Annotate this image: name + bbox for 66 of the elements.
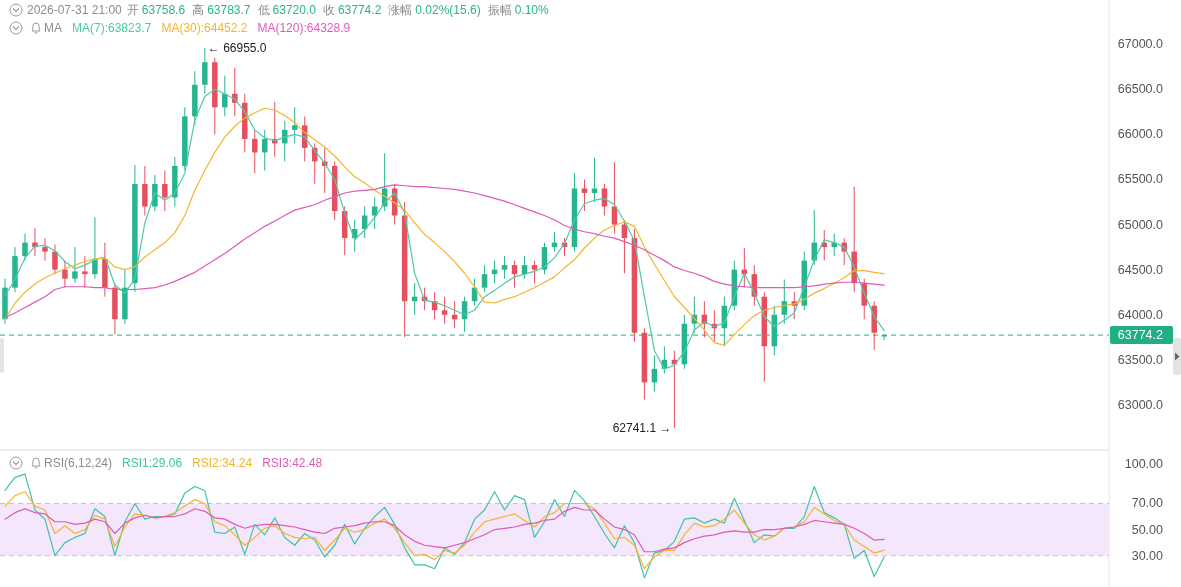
y-tick-label: 63500.0 <box>1117 352 1164 367</box>
y-tick-label: 65000.0 <box>1117 217 1164 232</box>
candlestick <box>481 264 488 293</box>
y-tick-label: 63774.2 <box>1117 328 1164 343</box>
annotation: 63783.7 <box>207 3 251 17</box>
text: RSI3:42.48 <box>262 456 323 470</box>
candlestick <box>511 260 518 289</box>
annotation: 振幅 <box>487 3 512 17</box>
annotation: 63774.2 <box>337 3 382 17</box>
candlestick <box>142 165 148 217</box>
text: RSI2:34.24 <box>192 456 253 470</box>
candlestick <box>291 106 298 144</box>
chart-title: 2026-07-31 21:00 <box>27 3 123 17</box>
text: MA(7):63823.7 <box>72 21 152 35</box>
line-series <box>4 491 885 570</box>
candlestick <box>441 296 448 325</box>
candlestick <box>581 178 588 212</box>
y-tick-label: 70.00 <box>1131 496 1164 511</box>
candlestick <box>262 129 268 171</box>
candlestick <box>82 255 88 289</box>
candlestick <box>252 129 258 174</box>
series-label: RSI1:29.06 <box>122 456 183 470</box>
line-series <box>4 506 885 553</box>
line-series <box>4 107 885 346</box>
annotation: 0.10% <box>514 3 550 17</box>
y-tick-label: 100.00 <box>1124 457 1164 472</box>
candlestick <box>62 260 68 289</box>
candlestick <box>202 47 208 95</box>
candlestick <box>92 216 98 280</box>
line-series <box>4 88 885 370</box>
y-tick-label: 50.00 <box>1131 522 1164 537</box>
candlestick <box>501 255 508 280</box>
y-tick-label: 65500.0 <box>1117 172 1164 187</box>
candlestick <box>72 246 78 284</box>
annotation: 63720.0 <box>272 3 317 17</box>
y-tick-label: 63000.0 <box>1117 397 1164 412</box>
annotation: 收 <box>322 3 335 17</box>
annotation: ← 66955.0 <box>207 41 267 56</box>
y-tick-label: 66000.0 <box>1117 127 1164 142</box>
text: MA(120):64328.9 <box>257 21 351 35</box>
candlestick <box>42 237 48 262</box>
y-tick-label: 66500.0 <box>1117 82 1164 97</box>
candlestick <box>591 157 598 203</box>
line-series <box>4 473 885 579</box>
candlestick <box>601 183 608 217</box>
annotation: 62741.1 → <box>612 421 672 436</box>
y-tick-label: 30.00 <box>1131 548 1164 563</box>
candlestick <box>22 233 28 262</box>
candlestick <box>222 75 228 117</box>
candlestick <box>531 260 538 284</box>
line-series <box>4 184 885 319</box>
y-tick-label: 64000.0 <box>1117 307 1164 322</box>
y-tick-label: 64500.0 <box>1117 262 1164 277</box>
legend-title: RSI(6,12,24) <box>44 456 113 470</box>
annotation: 涨幅 <box>388 3 413 17</box>
annotation: 开 <box>126 3 139 17</box>
annotation: 高 <box>192 3 205 17</box>
annotation: 63758.6 <box>141 3 186 17</box>
annotation: 0.02%(15.6) <box>415 3 481 17</box>
y-tick-label: 67000.0 <box>1117 37 1164 52</box>
legend-title: MA <box>44 21 62 35</box>
annotation: 低 <box>257 3 270 17</box>
candlestick <box>52 243 58 275</box>
candlestick <box>162 169 168 212</box>
text: MA(30):64452.2 <box>161 21 248 35</box>
candlestick <box>152 174 158 212</box>
